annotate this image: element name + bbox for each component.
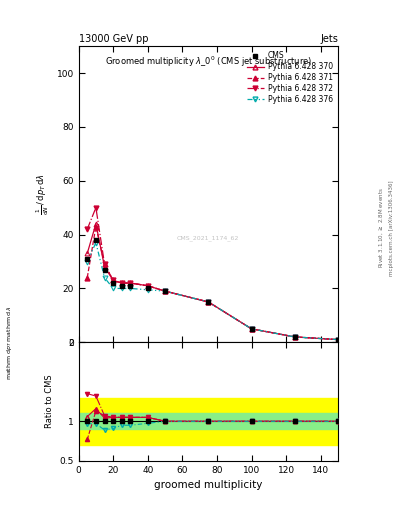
X-axis label: groomed multiplicity: groomed multiplicity — [154, 480, 263, 490]
Text: 13000 GeV pp: 13000 GeV pp — [79, 33, 148, 44]
Text: $\mathrm{mathrm\,d}^2N$
$\mathrm{mathrm\,d}\,p_T\,\mathrm{mathrm\,d}\,\lambda$: $\mathrm{mathrm\,d}^2N$ $\mathrm{mathrm\… — [0, 305, 14, 380]
Y-axis label: Ratio to CMS: Ratio to CMS — [45, 375, 54, 429]
Text: Rivet 3.1.10, $\geq$ 2.8M events: Rivet 3.1.10, $\geq$ 2.8M events — [377, 187, 385, 268]
Y-axis label: $\frac{1}{\mathrm{d}N}\,/\,\mathrm{d}p_T\,\mathrm{d}\lambda$: $\frac{1}{\mathrm{d}N}\,/\,\mathrm{d}p_T… — [35, 173, 51, 215]
Text: Groomed multiplicity $\lambda\_0^{0}$ (CMS jet substructure): Groomed multiplicity $\lambda\_0^{0}$ (C… — [105, 55, 312, 69]
Text: CMS_2021_1174_62: CMS_2021_1174_62 — [177, 236, 239, 242]
Text: Jets: Jets — [320, 33, 338, 44]
Text: mcplots.cern.ch [arXiv:1306.3436]: mcplots.cern.ch [arXiv:1306.3436] — [389, 180, 393, 275]
Bar — [79, 413, 338, 429]
Legend: CMS, Pythia 6.428 370, Pythia 6.428 371, Pythia 6.428 372, Pythia 6.428 376: CMS, Pythia 6.428 370, Pythia 6.428 371,… — [245, 50, 334, 105]
Bar — [79, 398, 338, 445]
